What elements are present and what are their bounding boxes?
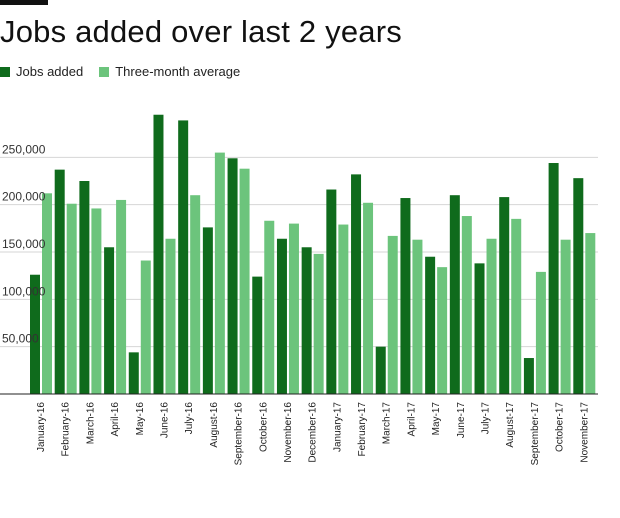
bar-three-month-average <box>140 260 151 394</box>
bar-three-month-average <box>214 152 225 394</box>
x-tick-label: March-16 <box>85 402 96 445</box>
bar-jobs-added <box>474 263 485 394</box>
x-tick-label: April-17 <box>406 402 417 437</box>
bar-three-month-average <box>91 208 102 394</box>
bar-three-month-average <box>437 267 448 394</box>
top-rule <box>0 0 48 5</box>
bar-three-month-average <box>313 253 324 394</box>
bar-jobs-added <box>425 256 436 394</box>
x-tick-label: December-16 <box>308 402 319 463</box>
bar-three-month-average <box>239 168 250 394</box>
bar-three-month-average <box>461 216 472 394</box>
x-tick-label: July-17 <box>481 402 492 435</box>
bar-jobs-added <box>252 276 263 394</box>
x-tick-label: September-16 <box>234 402 245 466</box>
bar-jobs-added <box>202 227 213 394</box>
x-tick-label: January-17 <box>332 402 343 452</box>
bar-jobs-added <box>54 169 65 394</box>
bar-jobs-added <box>449 195 460 394</box>
y-tick-label: 150,000 <box>2 237 46 251</box>
bar-three-month-average <box>560 239 571 394</box>
bar-jobs-added <box>153 114 164 394</box>
bar-jobs-added <box>104 247 115 394</box>
bar-jobs-added <box>276 238 287 394</box>
bar-three-month-average <box>486 238 497 394</box>
bar-jobs-added <box>128 352 139 394</box>
bar-three-month-average <box>585 233 596 394</box>
bar-jobs-added <box>400 198 411 394</box>
bar-jobs-added <box>548 163 559 394</box>
bar-three-month-average <box>363 202 374 394</box>
bar-jobs-added <box>326 189 337 394</box>
x-tick-label: August-17 <box>505 402 516 448</box>
bar-three-month-average <box>338 224 349 394</box>
bar-jobs-added <box>351 174 362 394</box>
legend-label-three-month-average: Three-month average <box>115 64 241 79</box>
bar-three-month-average <box>42 193 52 394</box>
bar-three-month-average <box>66 203 77 394</box>
legend-item-three-month-average: Three-month average <box>99 64 240 79</box>
y-tick-label: 200,000 <box>2 190 46 204</box>
x-tick-label: February-16 <box>61 402 72 457</box>
bar-three-month-average <box>412 239 423 394</box>
bar-three-month-average <box>165 238 176 394</box>
chart-title: Jobs added over last 2 years <box>0 14 402 49</box>
legend-swatch-jobs-added <box>0 66 10 77</box>
x-tick-label: October-16 <box>258 402 269 452</box>
bar-jobs-added <box>375 346 386 394</box>
legend-swatch-three-month-average <box>99 66 110 77</box>
legend-item-jobs-added: Jobs added <box>0 64 83 79</box>
x-tick-label: May-16 <box>135 402 146 436</box>
x-tick-label: November-17 <box>579 402 590 463</box>
legend: Jobs added Three-month average <box>0 64 256 79</box>
bar-three-month-average <box>190 195 201 394</box>
x-tick-label: April-16 <box>110 402 121 437</box>
bar-three-month-average <box>387 235 398 394</box>
bar-jobs-added <box>301 247 312 394</box>
bar-jobs-added <box>30 274 40 394</box>
y-tick-label: 50,000 <box>2 332 39 346</box>
bar-jobs-added <box>499 197 510 394</box>
x-tick-label: March-17 <box>382 402 393 445</box>
bar-jobs-added <box>79 181 90 394</box>
bar-jobs-added <box>178 120 189 394</box>
bar-jobs-added <box>523 358 534 394</box>
bar-jobs-added <box>227 158 238 394</box>
bar-three-month-average <box>116 199 127 394</box>
x-tick-label: January-16 <box>36 402 47 452</box>
x-tick-label: February-17 <box>357 402 368 457</box>
x-tick-label: September-17 <box>530 402 541 466</box>
bar-three-month-average <box>511 218 522 394</box>
x-tick-label: November-16 <box>283 402 294 463</box>
bar-jobs-added <box>573 178 584 394</box>
x-tick-label: May-17 <box>431 402 442 436</box>
bar-three-month-average <box>288 223 299 394</box>
x-tick-label: July-16 <box>184 402 195 435</box>
x-tick-label: October-17 <box>555 402 566 452</box>
bar-three-month-average <box>264 220 275 394</box>
legend-label-jobs-added: Jobs added <box>16 64 84 79</box>
x-tick-label: June-16 <box>159 402 170 439</box>
y-tick-label: 100,000 <box>2 284 46 298</box>
x-tick-label: August-16 <box>209 402 220 448</box>
x-tick-label: June-17 <box>456 402 467 439</box>
bar-three-month-average <box>535 271 546 394</box>
y-tick-label: 250,000 <box>2 142 46 156</box>
